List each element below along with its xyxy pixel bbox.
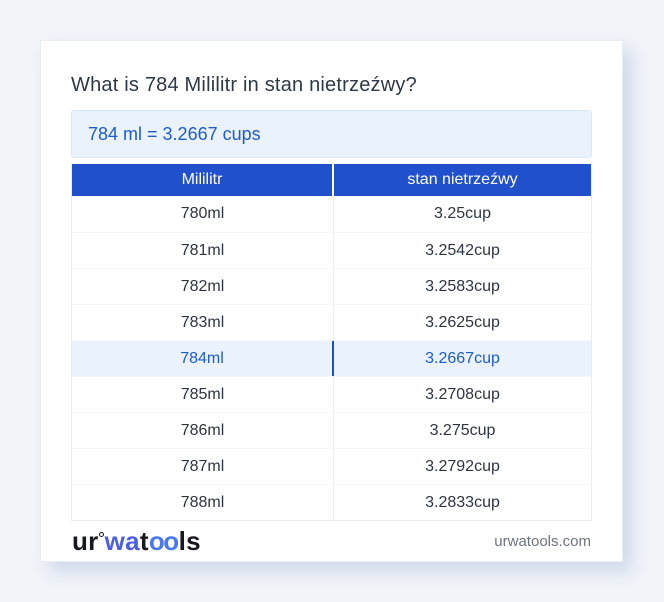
cups-cell[interactable]: 3.25cup [434,205,491,222]
ml-cell[interactable]: 781ml [72,233,334,268]
logo-text-wa: wa [104,526,140,556]
ml-cell[interactable]: 780ml [72,196,334,232]
cups-cell[interactable]: 3.2708cup [425,385,500,403]
answer-box: 784 ml = 3.2667 cups [71,110,592,158]
ml-cell[interactable]: 784ml [72,341,334,376]
table-row[interactable]: 784ml 3.2667cup [72,340,591,376]
conversion-card: What is 784 Mililitr in stan nietrzeźwy?… [40,40,623,562]
table-body: 780ml 3.25cup 781ml 3.2542cup 782ml 3.2583cup… [72,196,591,520]
ml-cell[interactable]: 782ml [72,269,334,304]
logo-ring-icon [98,532,104,537]
table-row[interactable]: 780ml 3.25cup [72,196,591,232]
cups-cell[interactable]: 3.2792cup [425,457,500,475]
logo-text-oo: oo [148,526,179,556]
table-row[interactable]: 787ml 3.2792cup [72,448,591,484]
table-row[interactable]: 782ml 3.2583cup [72,268,591,304]
table-row[interactable]: 786ml 3.275cup [72,412,591,448]
logo-text-ls: ls [178,526,201,556]
cups-cell[interactable]: 3.275cup [429,421,496,439]
table-row[interactable]: 785ml 3.2708cup [72,376,591,412]
conversion-table: Mililitr stan nietrzeźwy 780ml 3.25cup 781… [71,164,592,521]
cups-cell[interactable]: 3.2667cup [425,349,500,367]
table-header-row: Mililitr stan nietrzeźwy [72,164,591,196]
logo-text-t: t [139,526,149,556]
table-row[interactable]: 788ml 3.2833cup [72,484,591,520]
cups-cell[interactable]: 3.2833cup [425,493,500,511]
ml-cell[interactable]: 785ml [72,377,334,412]
site-logo[interactable]: ur wa t oo ls [72,526,201,557]
cups-cell[interactable]: 3.2542cup [425,241,500,259]
table-header-mililitr: Mililitr [72,164,334,196]
ml-cell[interactable]: 786ml [72,413,334,448]
site-url-text: urwatools.com [494,533,591,550]
ml-cell[interactable]: 787ml [72,449,334,484]
page-title: What is 784 Mililitr in stan nietrzeźwy? [71,74,417,96]
ml-cell[interactable]: 783ml [72,305,334,340]
table-row[interactable]: 783ml 3.2625cup [72,304,591,340]
table-row[interactable]: 781ml 3.2542cup [72,232,591,268]
logo-text-ur: ur [72,526,99,556]
ml-cell[interactable]: 788ml [72,485,334,520]
table-header-cups: stan nietrzeźwy [334,164,591,196]
cups-cell[interactable]: 3.2625cup [425,313,500,331]
answer-text: 784 ml = 3.2667 cups [88,123,261,144]
footer: ur wa t oo ls urwatools.com [72,522,591,561]
cups-cell[interactable]: 3.2583cup [425,277,500,295]
